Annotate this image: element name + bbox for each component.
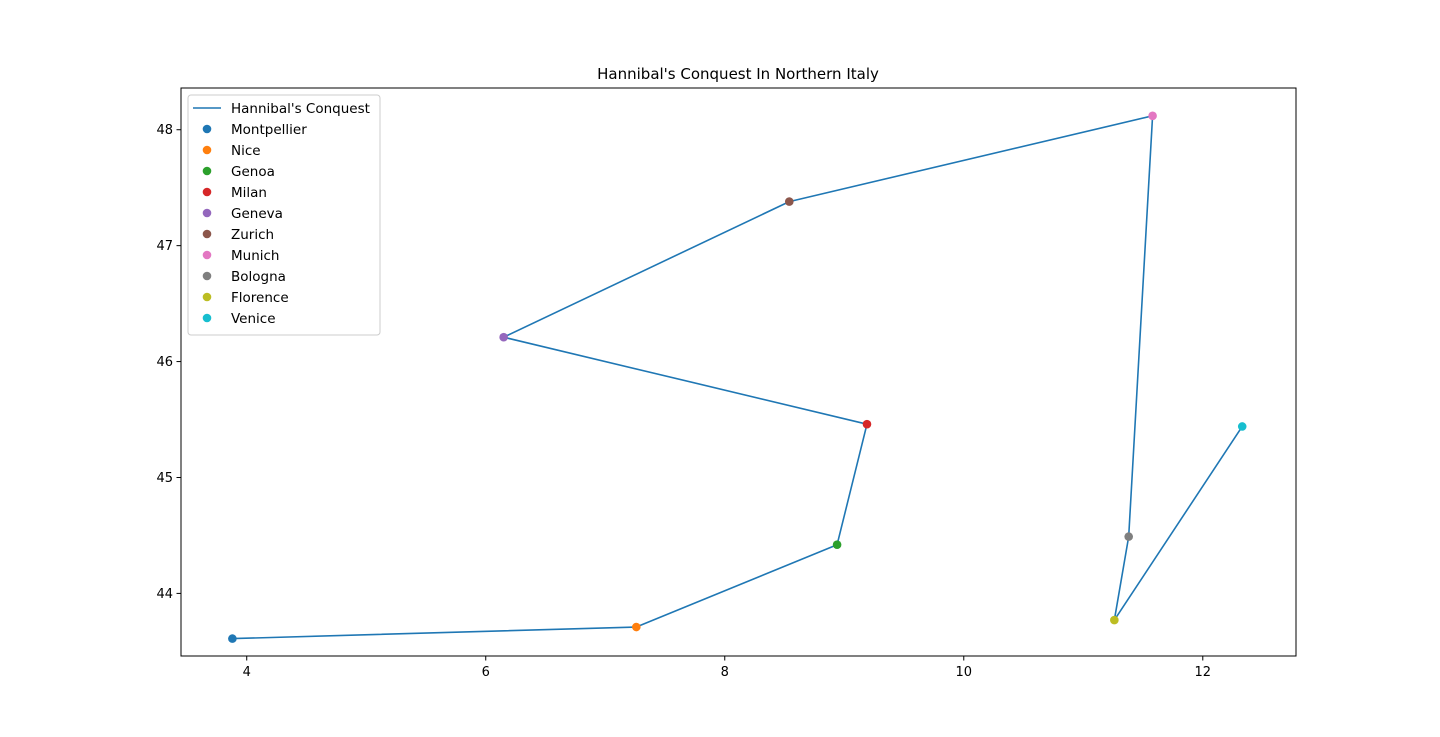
y-tick-label-48: 48 — [156, 123, 173, 138]
y-tick-label-47: 47 — [156, 239, 173, 254]
x-tick-label-12: 12 — [1195, 665, 1212, 680]
legend-label-hannibals-conquest: Hannibal's Conquest — [231, 101, 370, 117]
legend-marker-florence — [202, 292, 212, 302]
y-tick-label-46: 46 — [156, 355, 173, 370]
point-venice — [1237, 422, 1247, 431]
legend-box — [187, 94, 381, 336]
x-tick-label-8: 8 — [721, 665, 729, 680]
legend-label-bologna: Bologna — [231, 269, 286, 285]
legend-label-milan: Milan — [231, 185, 267, 201]
legend-marker-venice — [202, 313, 212, 323]
legend-label-florence: Florence — [231, 290, 289, 306]
series-line-hannibals-conquest — [232, 115, 1243, 640]
legend-label-geneva: Geneva — [231, 206, 283, 222]
legend: Hannibal's Conquest Montpellier Nice Genoa M… — [187, 94, 381, 336]
plot-area — [228, 111, 1247, 643]
legend-marker-bologna — [202, 271, 212, 281]
chart-title: Hannibal's Conquest In Northern Italy — [597, 65, 879, 83]
point-munich — [1148, 111, 1157, 121]
legend-marker-geneva — [202, 208, 212, 218]
point-zurich — [784, 197, 794, 206]
legend-label-venice: Venice — [231, 311, 276, 327]
point-florence — [1110, 615, 1119, 625]
legend-label-genoa: Genoa — [231, 164, 275, 180]
x-tick-label-6: 6 — [482, 665, 490, 680]
x-tick-label-4: 4 — [243, 665, 251, 680]
point-montpellier — [228, 634, 237, 643]
legend-marker-milan — [202, 187, 212, 197]
point-genoa — [832, 540, 842, 550]
y-tick-label-44: 44 — [156, 587, 173, 602]
legend-marker-montpellier — [202, 124, 212, 134]
point-milan — [862, 419, 872, 429]
x-tick-label-10: 10 — [955, 665, 972, 680]
axes-frame — [180, 87, 1297, 657]
legend-label-zurich: Zurich — [231, 227, 274, 243]
legend-marker-nice — [202, 145, 212, 155]
point-geneva — [499, 332, 508, 342]
point-bologna — [1124, 532, 1133, 541]
legend-marker-zurich — [202, 229, 212, 239]
legend-label-munich: Munich — [231, 248, 280, 264]
legend-marker-genoa — [202, 166, 212, 176]
legend-label-montpellier: Montpellier — [231, 122, 307, 138]
y-tick-label-45: 45 — [156, 471, 173, 486]
legend-label-nice: Nice — [231, 143, 261, 159]
point-nice — [632, 622, 641, 632]
legend-marker-munich — [202, 250, 212, 260]
